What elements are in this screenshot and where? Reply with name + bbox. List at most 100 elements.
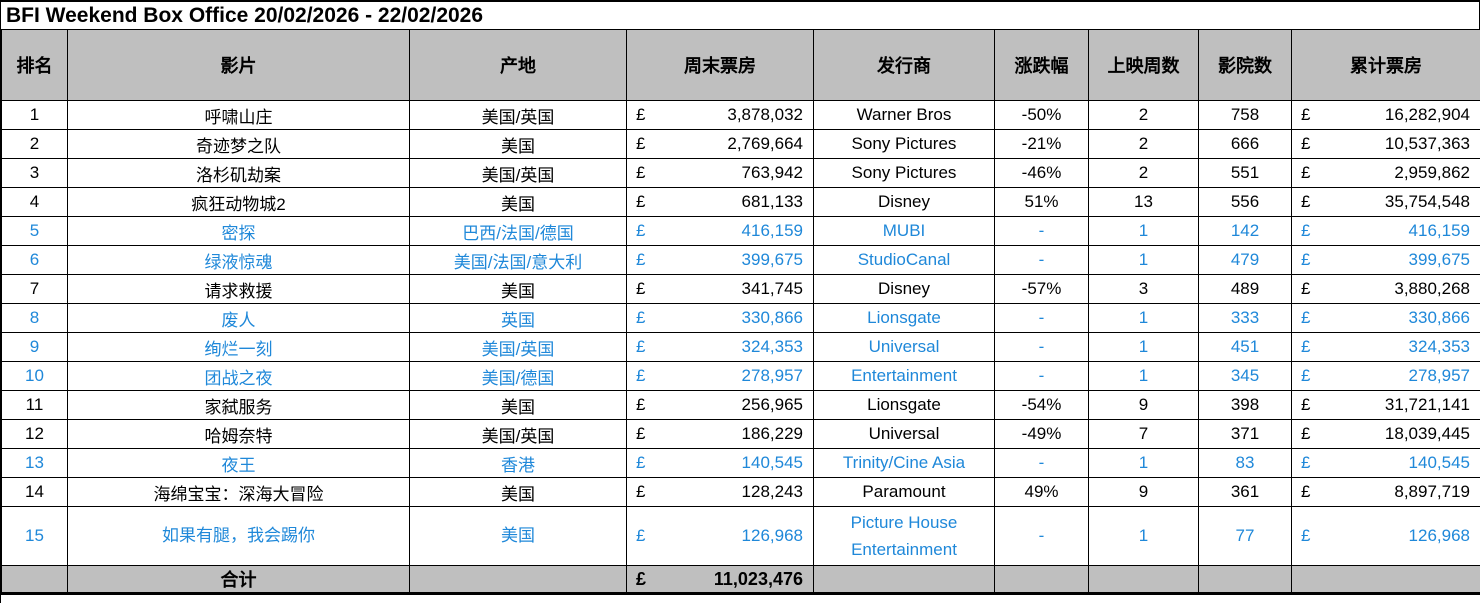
cumulative-gross-cell: £ 31,721,141 <box>1291 390 1480 420</box>
cumulative-gross-cell: £ 126,968 <box>1291 506 1480 566</box>
rank-cell: 10 <box>1 361 68 391</box>
weeks-on-release-cell: 3 <box>1088 274 1199 304</box>
film-title-cell: 如果有腿，我会踢你 <box>67 506 410 566</box>
weekend-gross-cell: £ 140,545 <box>626 448 814 478</box>
change-percent-cell: -46% <box>994 158 1089 188</box>
weekend-gross-value: 324,353 <box>741 337 803 356</box>
origin-cell: 美国/德国 <box>409 361 627 391</box>
cinema-count-cell: 142 <box>1198 216 1292 246</box>
column-header-weekend: 周末票房 <box>626 29 814 101</box>
rank-cell: 5 <box>1 216 68 246</box>
table-row: 14 海绵宝宝：深海大冒险 美国 £ 128,243 Paramount 49%… <box>1 477 1480 507</box>
pound-symbol: £ <box>1301 163 1311 182</box>
origin-cell: 香港 <box>409 448 627 478</box>
weeks-on-release-cell: 7 <box>1088 419 1199 449</box>
weekend-gross-cell: £ 2,769,664 <box>626 129 814 159</box>
cumulative-gross-value: 8,897,719 <box>1394 482 1470 501</box>
rank-cell: 3 <box>1 158 68 188</box>
distributor-cell: MUBI <box>813 216 995 246</box>
distributor-cell: Picture House Entertainment <box>813 506 995 566</box>
film-title-cell: 夜王 <box>67 448 410 478</box>
origin-cell: 美国 <box>409 477 627 507</box>
distributor-cell: Sony Pictures <box>813 129 995 159</box>
distributor-cell: Trinity/Cine Asia <box>813 448 995 478</box>
total-weekend-gross-value: 11,023,476 <box>713 568 803 589</box>
column-header-total: 累计票房 <box>1291 29 1480 101</box>
weekend-gross-value: 341,745 <box>741 279 803 298</box>
cinema-count-cell: 451 <box>1198 332 1292 362</box>
cumulative-gross-cell: £ 35,754,548 <box>1291 187 1480 217</box>
origin-cell: 美国 <box>409 506 627 566</box>
weekend-gross-value: 186,229 <box>741 424 803 443</box>
pound-symbol: £ <box>1301 526 1311 546</box>
pound-symbol: £ <box>1301 366 1311 385</box>
change-percent-cell: 49% <box>994 477 1089 507</box>
weeks-on-release-cell: 1 <box>1088 448 1199 478</box>
cinema-count-cell: 551 <box>1198 158 1292 188</box>
cumulative-gross-cell: £ 140,545 <box>1291 448 1480 478</box>
cinema-count-cell: 666 <box>1198 129 1292 159</box>
pound-symbol: £ <box>636 221 646 240</box>
column-header-cinemas: 影院数 <box>1198 29 1292 101</box>
weeks-on-release-cell: 13 <box>1088 187 1199 217</box>
weeks-on-release-cell: 1 <box>1088 245 1199 275</box>
cinema-count-cell: 556 <box>1198 187 1292 217</box>
pound-symbol: £ <box>636 192 646 211</box>
film-title-cell: 洛杉矶劫案 <box>67 158 410 188</box>
column-header-distributor: 发行商 <box>813 29 995 101</box>
weeks-on-release-cell: 9 <box>1088 390 1199 420</box>
change-percent-cell: - <box>994 332 1089 362</box>
rank-cell: 4 <box>1 187 68 217</box>
change-percent-cell: - <box>994 303 1089 333</box>
cumulative-gross-value: 399,675 <box>1408 250 1470 269</box>
change-percent-cell: -50% <box>994 100 1089 130</box>
total-cinemas-cell <box>1198 565 1292 595</box>
film-title-cell: 绿液惊魂 <box>67 245 410 275</box>
weekend-gross-value: 126,968 <box>741 526 803 546</box>
rank-cell: 15 <box>1 506 68 566</box>
distributor-cell: Universal <box>813 332 995 362</box>
pound-symbol: £ <box>636 568 647 589</box>
rank-cell: 2 <box>1 129 68 159</box>
distributor-cell: Entertainment <box>813 361 995 391</box>
rank-cell: 7 <box>1 274 68 304</box>
change-percent-cell: 51% <box>994 187 1089 217</box>
cumulative-gross-cell: £ 2,959,862 <box>1291 158 1480 188</box>
cinema-count-cell: 345 <box>1198 361 1292 391</box>
cumulative-gross-cell: £ 3,880,268 <box>1291 274 1480 304</box>
pound-symbol: £ <box>636 105 646 124</box>
cinema-count-cell: 758 <box>1198 100 1292 130</box>
film-title-cell: 废人 <box>67 303 410 333</box>
cumulative-gross-cell: £ 18,039,445 <box>1291 419 1480 449</box>
table-row: 6 绿液惊魂 美国/法国/意大利 £ 399,675 StudioCanal -… <box>1 245 1480 275</box>
weekend-gross-value: 256,965 <box>741 395 803 414</box>
cumulative-gross-cell: £ 16,282,904 <box>1291 100 1480 130</box>
total-weekend-gross-cell: £ 11,023,476 <box>626 565 814 595</box>
cumulative-gross-value: 10,537,363 <box>1384 134 1470 153</box>
pound-symbol: £ <box>636 366 646 385</box>
cinema-count-cell: 489 <box>1198 274 1292 304</box>
change-percent-cell: - <box>994 216 1089 246</box>
pound-symbol: £ <box>1301 395 1311 414</box>
cumulative-gross-value: 2,959,862 <box>1394 163 1470 182</box>
weeks-on-release-cell: 1 <box>1088 361 1199 391</box>
rank-cell: 1 <box>1 100 68 130</box>
weekend-gross-cell: £ 256,965 <box>626 390 814 420</box>
cumulative-gross-value: 3,880,268 <box>1394 279 1470 298</box>
weeks-on-release-cell: 2 <box>1088 129 1199 159</box>
pound-symbol: £ <box>636 134 646 153</box>
header-row: 排名 影片 产地 周末票房 发行商 涨跌幅 上映周数 影院数 累计票房 <box>1 29 1480 101</box>
cumulative-gross-value: 278,957 <box>1408 366 1470 385</box>
table-row: 5 密探 巴西/法国/德国 £ 416,159 MUBI - 1 142 £ 4… <box>1 216 1480 246</box>
weeks-on-release-cell: 1 <box>1088 303 1199 333</box>
weekend-gross-value: 681,133 <box>741 192 803 211</box>
weekend-gross-cell: £ 278,957 <box>626 361 814 391</box>
table-row: 7 请求救援 美国 £ 341,745 Disney -57% 3 489 £ … <box>1 274 1480 304</box>
film-title-cell: 请求救援 <box>67 274 410 304</box>
cinema-count-cell: 398 <box>1198 390 1292 420</box>
box-office-table: 排名 影片 产地 周末票房 发行商 涨跌幅 上映周数 影院数 累计票房 1 呼啸… <box>1 29 1480 595</box>
weeks-on-release-cell: 1 <box>1088 332 1199 362</box>
origin-cell: 巴西/法国/德国 <box>409 216 627 246</box>
weekend-gross-value: 278,957 <box>741 366 803 385</box>
